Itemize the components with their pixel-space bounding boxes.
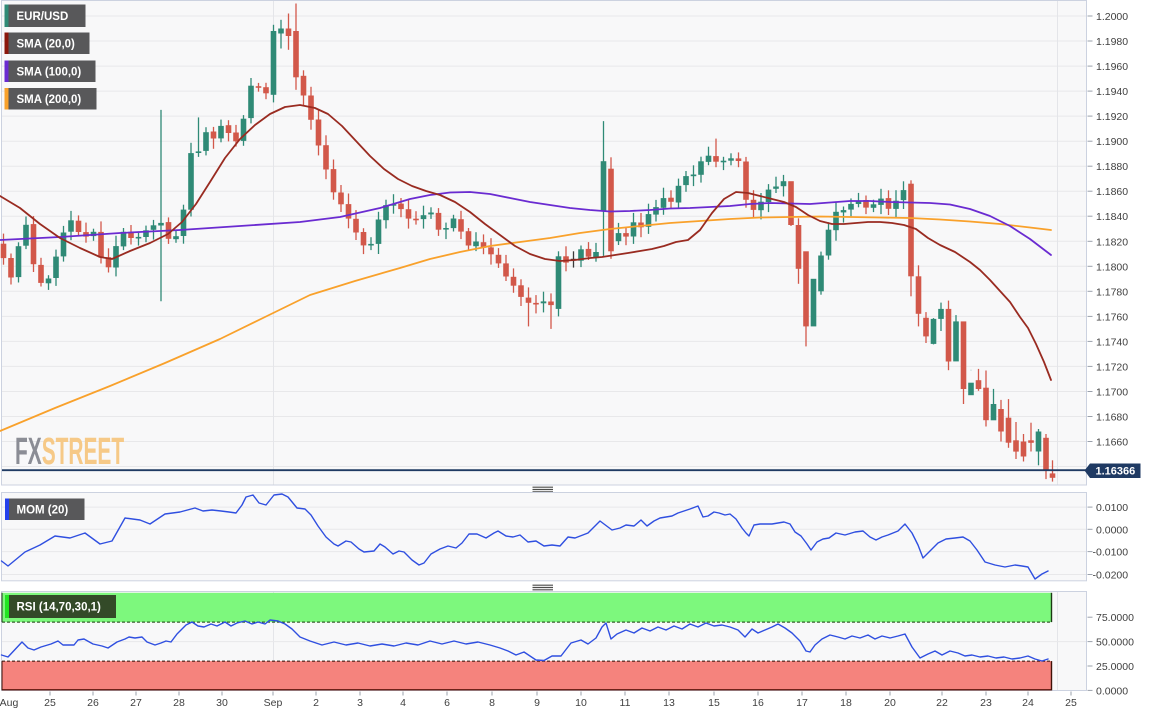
svg-text:1.1980: 1.1980 xyxy=(1096,36,1128,48)
svg-text:0.0000: 0.0000 xyxy=(1096,685,1128,697)
svg-text:0.0100: 0.0100 xyxy=(1096,502,1128,514)
svg-text:1.1780: 1.1780 xyxy=(1096,286,1128,298)
svg-text:20: 20 xyxy=(884,697,896,709)
svg-text:10: 10 xyxy=(575,697,587,709)
svg-text:1.1820: 1.1820 xyxy=(1096,236,1128,248)
svg-text:1.1800: 1.1800 xyxy=(1096,261,1128,273)
svg-text:8: 8 xyxy=(489,697,495,709)
svg-text:4: 4 xyxy=(400,697,406,709)
svg-text:1.2000: 1.2000 xyxy=(1096,11,1128,23)
svg-text:30: 30 xyxy=(216,697,228,709)
svg-text:-0.0100: -0.0100 xyxy=(1093,547,1129,559)
svg-text:0.0000: 0.0000 xyxy=(1096,524,1128,536)
svg-text:75.0000: 75.0000 xyxy=(1096,612,1134,624)
svg-text:50.0000: 50.0000 xyxy=(1096,637,1134,649)
svg-text:1.1720: 1.1720 xyxy=(1096,361,1128,373)
svg-text:Aug: Aug xyxy=(0,697,18,709)
svg-text:28: 28 xyxy=(173,697,185,709)
svg-text:FXSTREET: FXSTREET xyxy=(15,431,124,473)
svg-text:24: 24 xyxy=(1022,697,1034,709)
svg-text:6: 6 xyxy=(444,697,450,709)
svg-text:SMA (200,0): SMA (200,0) xyxy=(17,94,82,106)
svg-text:2: 2 xyxy=(313,697,319,709)
svg-text:1.1960: 1.1960 xyxy=(1096,61,1128,73)
svg-text:1.1860: 1.1860 xyxy=(1096,186,1128,198)
svg-text:1.1660: 1.1660 xyxy=(1096,437,1128,449)
svg-text:26: 26 xyxy=(87,697,99,709)
svg-text:EUR/USD: EUR/USD xyxy=(17,11,69,23)
svg-text:SMA (20,0): SMA (20,0) xyxy=(17,38,76,50)
svg-text:1.1680: 1.1680 xyxy=(1096,412,1128,424)
svg-text:-0.0200: -0.0200 xyxy=(1093,570,1129,582)
svg-text:25: 25 xyxy=(44,697,56,709)
svg-text:1.1900: 1.1900 xyxy=(1096,136,1128,148)
svg-text:1.1760: 1.1760 xyxy=(1096,311,1128,323)
svg-text:1.1700: 1.1700 xyxy=(1096,387,1128,399)
svg-text:25: 25 xyxy=(1065,697,1077,709)
svg-text:1.16366: 1.16366 xyxy=(1096,466,1136,478)
svg-text:15: 15 xyxy=(708,697,720,709)
svg-text:1.1940: 1.1940 xyxy=(1096,86,1128,98)
svg-text:25.0000: 25.0000 xyxy=(1096,661,1134,673)
svg-text:27: 27 xyxy=(130,697,142,709)
svg-text:11: 11 xyxy=(620,697,631,709)
svg-text:3: 3 xyxy=(357,697,363,709)
svg-text:16: 16 xyxy=(752,697,764,709)
svg-text:Sep: Sep xyxy=(264,697,283,709)
svg-text:MOM (20): MOM (20) xyxy=(17,504,69,516)
svg-text:RSI (14,70,30,1): RSI (14,70,30,1) xyxy=(17,602,102,614)
svg-text:18: 18 xyxy=(840,697,852,709)
svg-text:9: 9 xyxy=(534,697,540,709)
svg-text:1.1920: 1.1920 xyxy=(1096,111,1128,123)
svg-text:1.1740: 1.1740 xyxy=(1096,336,1128,348)
svg-text:1.1840: 1.1840 xyxy=(1096,211,1128,223)
svg-text:23: 23 xyxy=(980,697,992,709)
svg-text:17: 17 xyxy=(796,697,808,709)
svg-text:22: 22 xyxy=(936,697,948,709)
svg-text:13: 13 xyxy=(663,697,675,709)
svg-text:1.1880: 1.1880 xyxy=(1096,161,1128,173)
svg-text:SMA (100,0): SMA (100,0) xyxy=(17,66,82,78)
